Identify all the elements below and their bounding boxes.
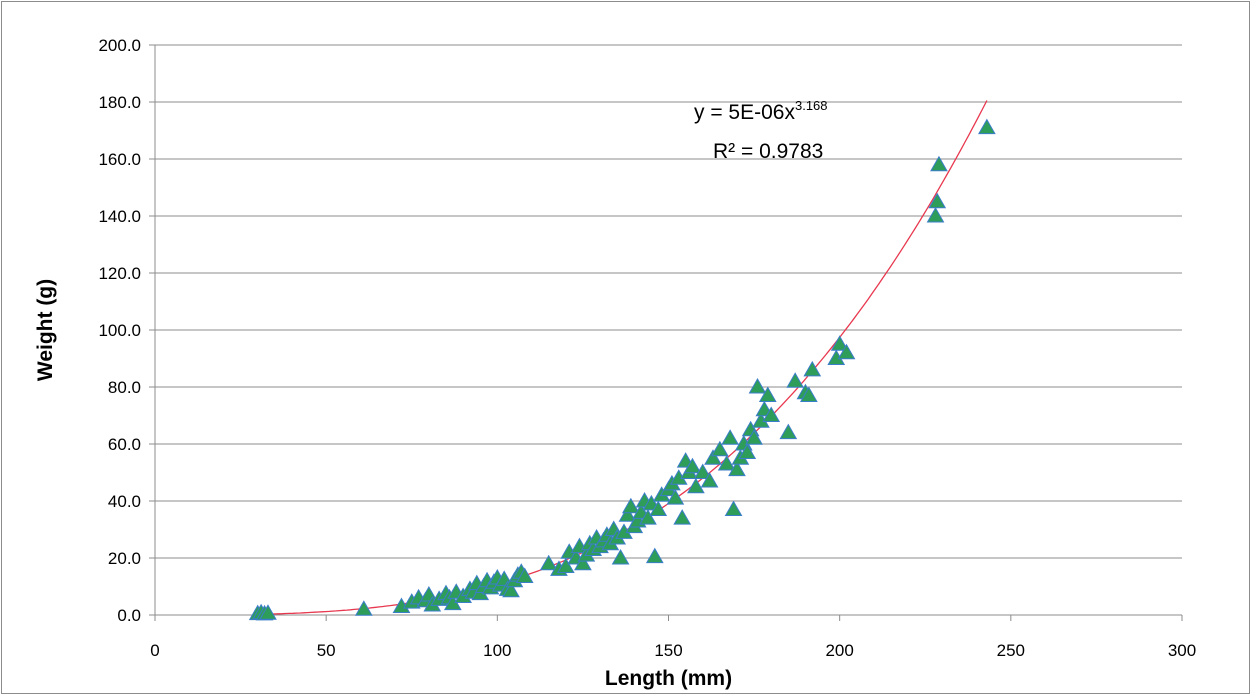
y-tick-label: 40.0 bbox=[108, 492, 141, 511]
x-tick-label: 50 bbox=[317, 641, 336, 660]
data-point bbox=[556, 557, 575, 574]
data-point bbox=[539, 554, 558, 571]
data-point bbox=[786, 372, 805, 388]
data-point bbox=[700, 472, 719, 488]
data-point bbox=[693, 463, 712, 479]
data-point bbox=[779, 423, 798, 440]
x-tick-label: 250 bbox=[997, 641, 1025, 660]
data-point bbox=[930, 155, 948, 172]
data-point bbox=[611, 548, 630, 565]
data-point bbox=[926, 206, 945, 223]
y-axis-ticks: 0.0 20.0 40.0 60.0 80.0 100.0 120.0 140.0 160.0 1… bbox=[98, 36, 141, 625]
y-tick-label: 60.0 bbox=[108, 435, 141, 454]
y-tick-label: 100.0 bbox=[98, 321, 141, 340]
data-point bbox=[502, 581, 520, 598]
data-point bbox=[799, 386, 818, 403]
data-point bbox=[574, 554, 592, 571]
data-point bbox=[748, 377, 767, 394]
data-point bbox=[745, 429, 763, 445]
x-tick-label: 0 bbox=[150, 641, 159, 660]
equation-exponent: 3.168 bbox=[795, 98, 828, 113]
x-tick-label: 200 bbox=[825, 641, 853, 660]
x-tick-label: 100 bbox=[483, 641, 511, 660]
data-point bbox=[978, 118, 996, 135]
data-point bbox=[837, 343, 856, 360]
y-axis-title: Weight (g) bbox=[34, 279, 57, 381]
data-point bbox=[728, 460, 746, 477]
y-tick-label: 0.0 bbox=[117, 606, 141, 625]
data-point bbox=[710, 440, 729, 457]
gridlines bbox=[149, 44, 1183, 621]
r-squared-label: R² = 0.9783 bbox=[713, 140, 823, 163]
data-point bbox=[687, 477, 705, 494]
data-point bbox=[830, 335, 849, 351]
x-tick-label: 150 bbox=[654, 641, 682, 660]
data-point bbox=[673, 509, 692, 525]
data-point bbox=[621, 497, 640, 514]
x-axis-title: Length (mm) bbox=[605, 667, 732, 690]
data-point bbox=[515, 567, 534, 584]
data-point bbox=[724, 500, 743, 517]
data-point bbox=[758, 386, 777, 403]
data-point bbox=[259, 604, 277, 620]
data-point bbox=[666, 489, 685, 505]
y-tick-label: 80.0 bbox=[108, 378, 141, 397]
data-points bbox=[248, 118, 996, 621]
data-point bbox=[738, 443, 757, 460]
data-point bbox=[717, 454, 736, 471]
data-point bbox=[762, 406, 781, 422]
data-point bbox=[354, 600, 373, 616]
data-point bbox=[803, 360, 822, 377]
y-tick-label: 120.0 bbox=[98, 264, 141, 283]
data-point bbox=[704, 449, 722, 465]
x-tick-label: 300 bbox=[1168, 641, 1196, 660]
data-point bbox=[618, 506, 637, 522]
trendline-equation: y = 5E-06x3.168 bbox=[694, 98, 828, 124]
y-tick-label: 160.0 bbox=[98, 150, 141, 169]
y-tick-label: 20.0 bbox=[108, 549, 141, 568]
data-point bbox=[649, 500, 668, 517]
data-point bbox=[645, 547, 664, 564]
equation-base: y = 5E-06x bbox=[694, 101, 795, 124]
data-point bbox=[683, 457, 702, 474]
x-axis-ticks: 0 50 100 150 200 250 300 bbox=[150, 641, 1196, 660]
y-tick-label: 180.0 bbox=[98, 93, 141, 112]
data-point bbox=[928, 192, 947, 209]
data-point bbox=[721, 429, 739, 445]
y-tick-label: 200.0 bbox=[98, 36, 141, 55]
data-point bbox=[639, 509, 657, 525]
y-tick-label: 140.0 bbox=[98, 207, 141, 226]
